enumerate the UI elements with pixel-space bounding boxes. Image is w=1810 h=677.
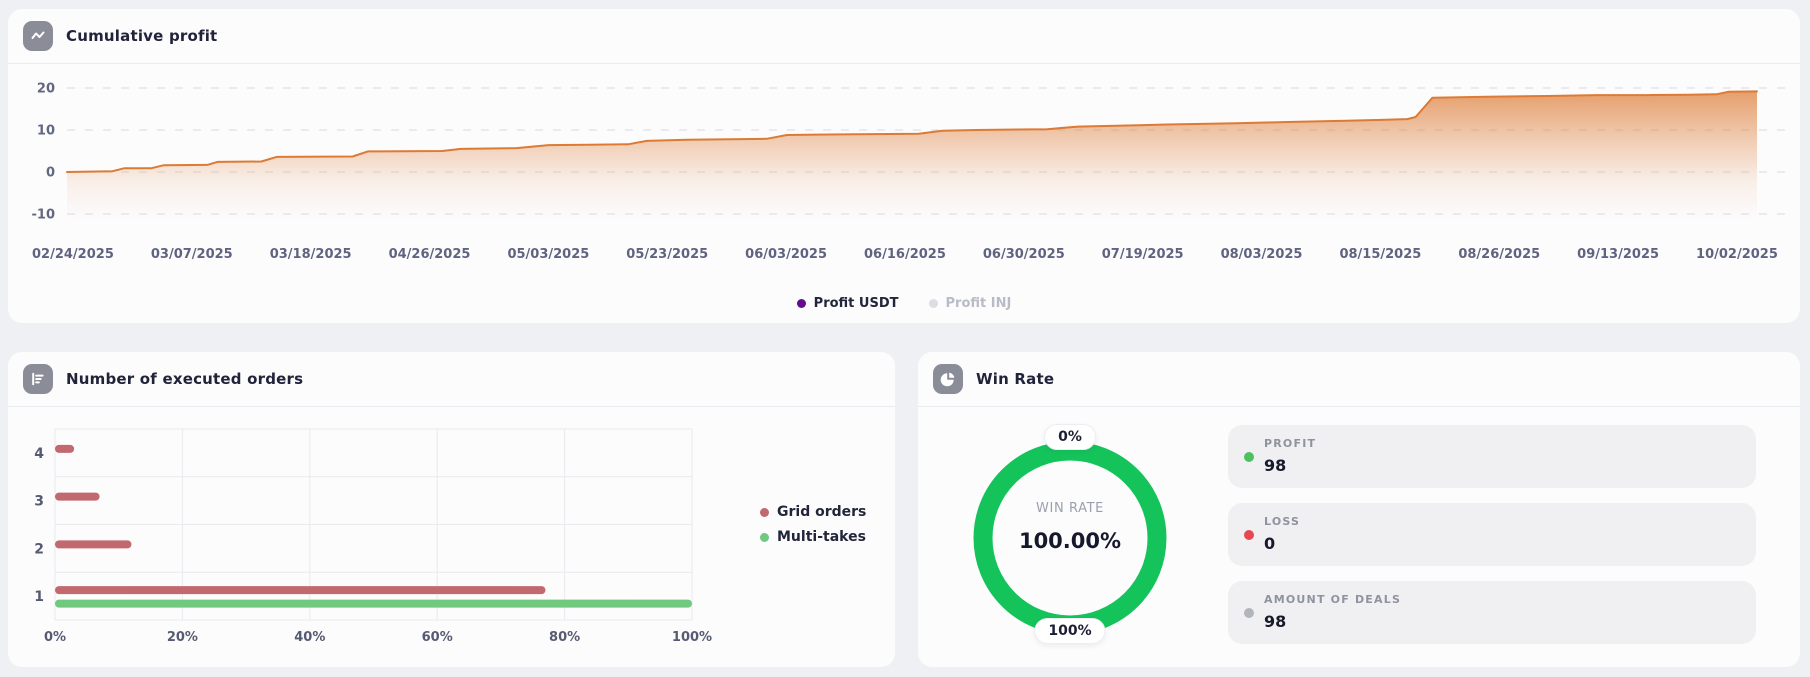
svg-text:3: 3: [34, 494, 44, 510]
cumulative-profit-panel: Cumulative profit 20 10 0 -10 02/24/2025 03/…: [8, 9, 1800, 323]
executed-orders-chart: 4 3 2 1 0% 20% 40% 60% 80% 100%: [34, 428, 712, 645]
profit-stat-label: PROFIT: [1264, 437, 1317, 450]
x-tick-label: 05/23/2025: [626, 247, 709, 262]
grid-orders-label: Grid orders: [777, 504, 867, 520]
multi-takes-dot: [760, 532, 769, 542]
cumulative-profit-title: Cumulative profit: [66, 27, 218, 45]
svg-text:2: 2: [34, 541, 44, 557]
legend-item-profit-inj[interactable]: Profit INJ: [928, 296, 1012, 311]
deals-stat-label: AMOUNT OF DEALS: [1264, 593, 1402, 606]
svg-text:0%: 0%: [44, 630, 66, 645]
svg-text:10: 10: [37, 124, 55, 139]
bar-chart-icon: [23, 364, 53, 394]
x-tick-label: 06/30/2025: [982, 247, 1065, 262]
legend-item-profit-usdt[interactable]: Profit USDT: [796, 296, 899, 311]
x-tick-label: 03/18/2025: [269, 247, 352, 262]
cumulative-profit-header: Cumulative profit: [8, 9, 1800, 64]
svg-text:20%: 20%: [167, 630, 198, 645]
svg-text:40%: 40%: [294, 630, 325, 645]
profit-status-dot: [1244, 451, 1254, 462]
multi-takes-label: Multi-takes: [777, 529, 866, 545]
svg-text:60%: 60%: [422, 630, 453, 645]
legend-item-grid-orders[interactable]: Grid orders: [760, 504, 866, 520]
svg-text:80%: 80%: [549, 630, 580, 645]
x-tick-label: 03/07/2025: [150, 247, 233, 262]
svg-text:100%: 100%: [672, 630, 712, 645]
x-tick-label: 08/26/2025: [1458, 247, 1541, 262]
grid-orders-dot: [760, 507, 769, 517]
executed-orders-title: Number of executed orders: [66, 370, 304, 388]
profit-inj-label: Profit INJ: [945, 296, 1012, 311]
executed-orders-legend: Grid orders Multi-takes: [760, 504, 866, 545]
profit-usdt-dot: [796, 299, 806, 308]
svg-text:-10: -10: [32, 208, 56, 223]
loss-stat-label: LOSS: [1264, 515, 1301, 528]
executed-orders-panel: Number of executed orders 4 3 2 1 0% 20% 40% 60…: [8, 352, 895, 667]
stat-card-amount-of-deals: AMOUNT OF DEALS 98: [1228, 581, 1756, 644]
cumulative-legend: Profit USDT Profit INJ: [8, 296, 1800, 311]
gauge-max-badge: 100%: [1034, 618, 1106, 644]
profit-stat-value: 98: [1264, 456, 1287, 475]
loss-stat-value: 0: [1264, 534, 1276, 553]
svg-text:20: 20: [37, 82, 55, 97]
x-tick-label: 08/15/2025: [1339, 247, 1422, 262]
stat-card-loss: LOSS 0: [1228, 503, 1756, 566]
win-rate-panel: Win Rate 0% 100% WIN RATE 100.00% PROFIT…: [918, 352, 1800, 667]
win-rate-title: Win Rate: [976, 370, 1055, 388]
win-rate-center-label: WIN RATE: [1036, 501, 1104, 516]
x-tick-label: 06/03/2025: [745, 247, 828, 262]
loss-status-dot: [1244, 529, 1254, 540]
cumulative-x-axis-labels: 02/24/2025 03/07/2025 03/18/2025 04/26/2025…: [32, 247, 1778, 262]
x-tick-label: 08/03/2025: [1220, 247, 1303, 262]
deals-stat-value: 98: [1264, 612, 1287, 631]
win-rate-header: Win Rate: [918, 352, 1800, 407]
profit-usdt-label: Profit USDT: [813, 296, 899, 311]
legend-item-multi-takes[interactable]: Multi-takes: [760, 529, 866, 545]
stat-card-profit: PROFIT 98: [1228, 425, 1756, 488]
win-rate-center-value: 100.00%: [1018, 529, 1122, 553]
deals-status-dot: [1244, 607, 1254, 618]
x-tick-label: 09/13/2025: [1577, 247, 1660, 262]
executed-orders-header: Number of executed orders: [8, 352, 895, 407]
x-tick-label: 05/03/2025: [507, 247, 590, 262]
svg-text:0: 0: [46, 166, 55, 181]
x-tick-label: 04/26/2025: [388, 247, 471, 262]
pie-chart-icon: [933, 364, 963, 394]
svg-text:4: 4: [34, 446, 44, 462]
profit-inj-dot: [928, 299, 938, 308]
svg-text:1: 1: [34, 589, 44, 605]
x-tick-label: 07/19/2025: [1101, 247, 1184, 262]
x-tick-label: 02/24/2025: [32, 247, 114, 262]
line-chart-icon: [23, 21, 53, 51]
x-tick-label: 06/16/2025: [864, 247, 946, 262]
x-tick-label: 10/02/2025: [1696, 247, 1778, 262]
gauge-min-badge: 0%: [1044, 424, 1096, 450]
cumulative-profit-chart: 20 10 0 -10: [32, 82, 1786, 223]
